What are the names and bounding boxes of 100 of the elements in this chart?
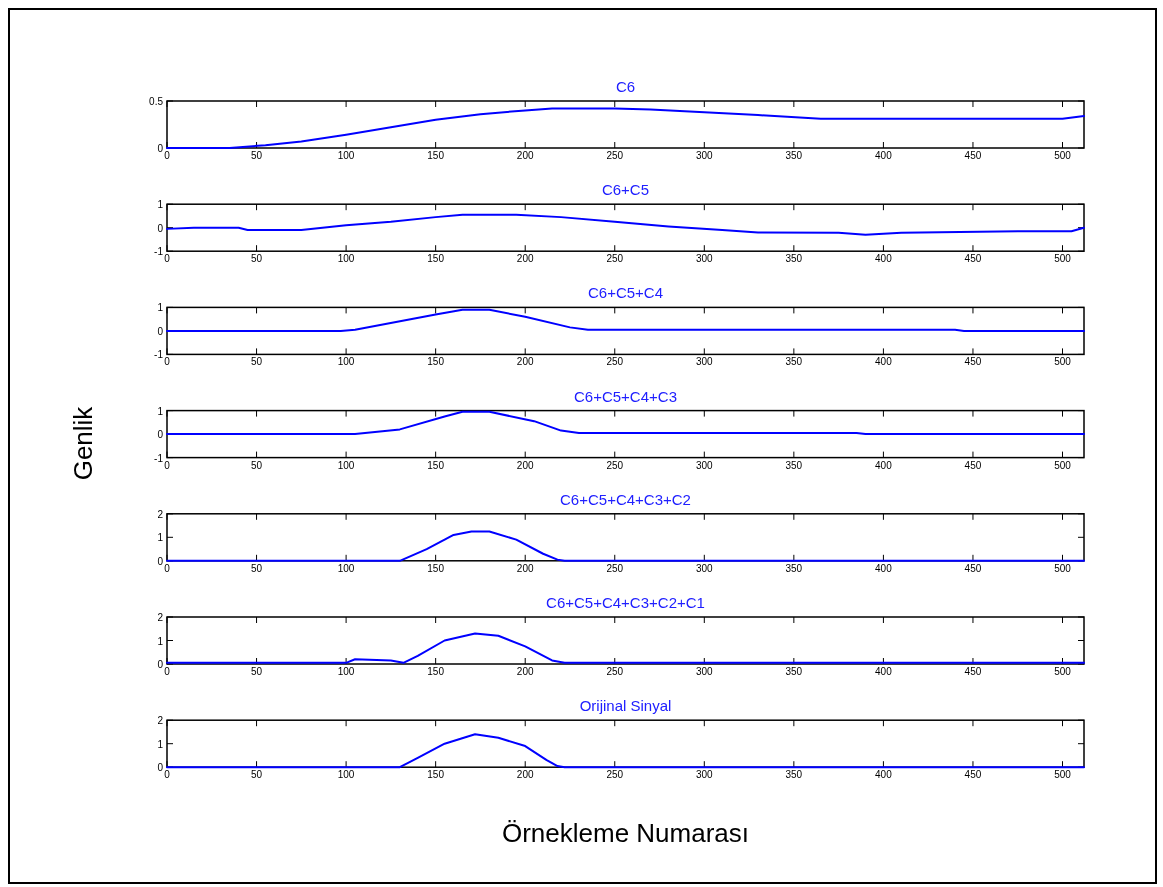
x-tick-label: 300	[695, 459, 714, 471]
line-series	[166, 530, 1085, 562]
y-tick-label: 2	[157, 612, 164, 623]
x-tick-label: 300	[695, 562, 714, 574]
y-tick-label: 2	[157, 715, 164, 727]
x-tick-label: 250	[606, 459, 624, 471]
x-tick-label: 250	[606, 253, 624, 265]
x-tick-label: 100	[337, 562, 355, 574]
x-tick-label: 150	[427, 769, 445, 781]
x-tick-label: 300	[695, 666, 714, 677]
y-tick-label: -1	[154, 452, 164, 464]
y-tick-label: 1	[157, 302, 164, 314]
x-tick-label: 150	[427, 150, 445, 161]
x-tick-label: 100	[337, 769, 355, 781]
x-tick-label: 400	[875, 253, 893, 265]
x-tick-label: 50	[250, 459, 263, 471]
line-series	[166, 213, 1085, 236]
x-tick-label: 300	[695, 769, 714, 781]
x-tick-label: 50	[250, 356, 263, 368]
x-tick-label: 400	[875, 459, 893, 471]
x-tick-label: 450	[964, 150, 982, 161]
chart-title: C6+C5+C4+C3	[574, 387, 677, 405]
x-tick-label: 200	[516, 562, 534, 574]
y-tick-label: 2	[157, 508, 164, 520]
x-tick-label: 450	[964, 666, 982, 677]
x-tick-label: 150	[427, 253, 445, 265]
x-tick-label: 250	[606, 150, 624, 161]
y-tick-label: -1	[154, 349, 164, 361]
x-tick-label: 450	[964, 459, 982, 471]
x-tick-label: 350	[785, 150, 803, 161]
x-tick-label: 250	[606, 356, 624, 368]
x-tick-label: 500	[1054, 666, 1072, 677]
y-tick-label: 0	[157, 659, 164, 670]
line-series	[166, 107, 1085, 149]
x-tick-label: 250	[606, 769, 624, 781]
x-tick-label: 500	[1054, 253, 1072, 265]
x-tick-label: 450	[964, 562, 982, 574]
y-tick-label: 0	[157, 429, 164, 441]
x-tick-label: 350	[785, 562, 803, 574]
x-tick-label: 400	[875, 562, 893, 574]
x-tick-label: 500	[1054, 356, 1072, 368]
x-tick-label: 100	[337, 150, 355, 161]
x-tick-label: 150	[427, 356, 445, 368]
chart-title: C6+C5	[601, 181, 650, 199]
x-tick-label: 350	[785, 253, 803, 265]
line-series	[166, 308, 1085, 332]
x-tick-label: 100	[337, 253, 355, 265]
x-tick-label: 150	[427, 459, 445, 471]
x-tick-label: 200	[516, 356, 534, 368]
x-tick-label: 50	[250, 253, 263, 265]
x-tick-label: 350	[785, 356, 803, 368]
y-tick-label: 0	[157, 222, 164, 234]
x-tick-label: 150	[427, 562, 445, 574]
y-tick-label: 0	[157, 143, 164, 154]
x-tick-label: 50	[250, 666, 263, 677]
line-series	[166, 410, 1085, 436]
x-tick-label: 400	[875, 666, 893, 677]
x-tick-label: 400	[875, 769, 893, 781]
x-tick-label: 0	[164, 666, 171, 677]
x-tick-label: 350	[785, 459, 803, 471]
x-tick-label: 500	[1054, 562, 1072, 574]
chart-title: C6+C5+C4	[587, 284, 664, 302]
chart-title: C6+C5+C4+C3+C2+C1	[546, 594, 705, 611]
y-tick-label: 1	[157, 532, 164, 544]
y-tick-label: 1	[157, 738, 164, 750]
y-tick-label: 1	[157, 405, 164, 417]
y-tick-label: 0.5	[149, 96, 164, 107]
x-tick-label: 400	[875, 150, 893, 161]
line-series	[166, 733, 1085, 769]
x-tick-label: 300	[695, 253, 714, 265]
chart-title: C6	[615, 78, 636, 95]
x-tick-label: 0	[164, 150, 171, 161]
x-tick-label: 450	[964, 253, 982, 265]
y-axis-title: Genlik	[68, 405, 98, 481]
x-axis-title: Örnekleme Numarası	[501, 818, 750, 848]
x-tick-label: 500	[1054, 150, 1072, 161]
x-tick-label: 500	[1054, 769, 1072, 781]
x-tick-label: 350	[785, 666, 803, 677]
chart-title: C6+C5+C4+C3+C2	[560, 490, 691, 508]
x-tick-label: 400	[875, 356, 893, 368]
x-tick-label: 450	[964, 356, 982, 368]
y-tick-label: 0	[157, 325, 164, 337]
y-tick-label: 1	[157, 199, 164, 211]
x-tick-label: 100	[337, 666, 355, 677]
x-tick-label: 200	[516, 459, 534, 471]
x-tick-label: 350	[785, 769, 803, 781]
x-tick-label: 300	[695, 150, 714, 161]
x-tick-label: 50	[250, 150, 263, 161]
x-tick-label: 250	[606, 562, 624, 574]
x-tick-label: 300	[695, 356, 714, 368]
x-tick-label: 50	[250, 562, 263, 574]
y-tick-label: -1	[154, 246, 164, 258]
x-tick-label: 200	[516, 253, 534, 265]
x-tick-label: 50	[250, 769, 263, 781]
x-tick-label: 100	[337, 459, 355, 471]
x-tick-label: 200	[516, 769, 534, 781]
y-tick-label: 1	[157, 635, 164, 647]
x-tick-label: 100	[337, 356, 355, 368]
x-tick-label: 150	[427, 666, 445, 677]
chart-title: Orijinal Sinyal	[579, 697, 672, 715]
